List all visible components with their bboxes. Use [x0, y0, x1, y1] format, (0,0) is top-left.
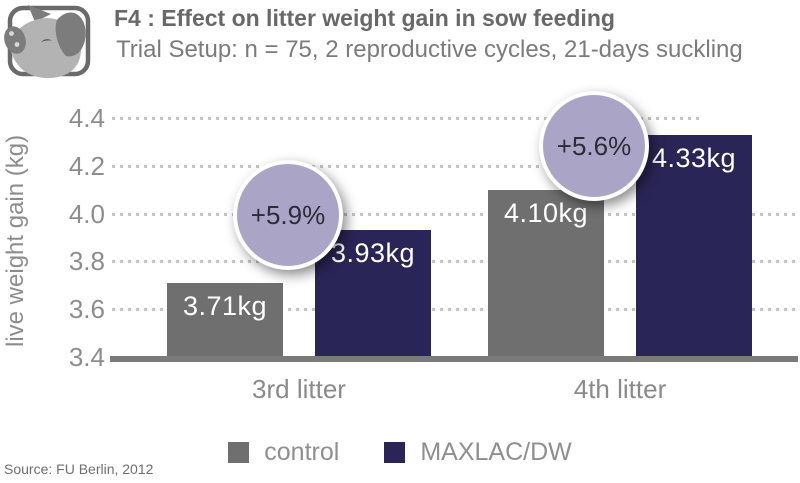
y-tick-label: 3.4	[68, 342, 105, 372]
legend-swatch	[384, 442, 406, 463]
y-axis-title: live weight gain (kg)	[2, 134, 29, 348]
bar-value-label: 4.33kg	[651, 142, 737, 173]
x-axis-line	[110, 356, 798, 362]
bar-maxlac-dw-2: 4.33kg	[636, 134, 752, 358]
legend-item-control: control	[228, 438, 339, 467]
legend-item-maxlac-dw: MAXLAC/DW	[384, 438, 572, 467]
legend-label: MAXLAC/DW	[420, 438, 572, 466]
header: F4 : Effect on litter weight gain in sow…	[114, 4, 743, 65]
bar-value-label: 3.71kg	[182, 290, 268, 321]
bar-maxlac-dw-1: 3.93kg	[315, 230, 431, 358]
legend: control MAXLAC/DW	[0, 438, 800, 467]
annotation-text: +5.6%	[556, 130, 632, 161]
annotation-circle-2: +5.6%	[539, 91, 649, 201]
bar-value-label: 4.10kg	[503, 197, 589, 228]
pig-icon	[4, 5, 91, 79]
annotation-circle-1: +5.9%	[233, 160, 343, 270]
chart-title: F4 : Effect on litter weight gain in sow…	[114, 5, 615, 31]
grid-line-4.2	[112, 164, 700, 168]
y-tick-label: 4.4	[68, 103, 105, 133]
annotation-text: +5.9%	[250, 199, 326, 230]
y-tick-label: 3.8	[68, 246, 105, 277]
chart-subtitle: Trial Setup: n = 75, 2 reproductive cycl…	[116, 35, 743, 63]
category-label-1: 3rd litter	[252, 374, 346, 404]
bar-control-1: 3.71kg	[167, 282, 283, 358]
grid-line-3.6	[112, 308, 796, 312]
legend-label: control	[264, 438, 340, 466]
bar-control-2: 4.10kg	[488, 189, 604, 358]
legend-swatch	[228, 442, 250, 463]
y-tick-label: 4.2	[68, 150, 105, 181]
y-tick-label: 3.6	[68, 294, 105, 325]
grid-line-4.0	[112, 212, 796, 216]
grid-line-3.8	[112, 260, 796, 264]
y-tick-label: 4.0	[68, 198, 105, 229]
source-note: Source: FU Berlin, 2012	[4, 461, 154, 477]
category-label-2: 4th litter	[573, 374, 667, 404]
bar-value-label: 3.93kg	[330, 238, 416, 269]
grid-line-4.4	[112, 117, 700, 120]
